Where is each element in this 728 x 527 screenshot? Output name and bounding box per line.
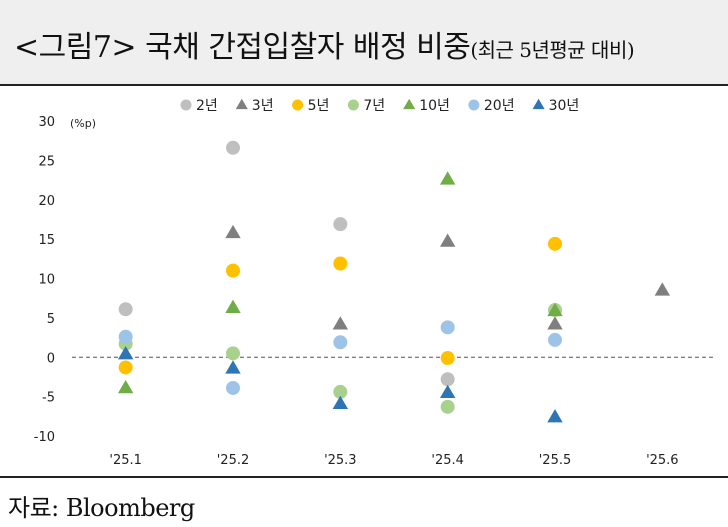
y-tick-label: 10 [38,273,55,288]
point-20년-25-3 [333,335,348,350]
point-5년-25-1 [118,360,133,375]
legend-label-2년: 2년 [196,98,218,114]
legend-marker-10년 [403,98,416,110]
legend-item-7년: 7년 [347,98,385,114]
point-7년-25-3 [333,384,348,399]
point-10년-25-4 [439,171,456,185]
point-5년-25-2 [226,263,240,278]
legend-label-30년: 30년 [549,98,580,114]
y-tick-label: -5 [42,391,55,406]
chart-title: <그림7> 국채 간접입찰자 배정 비중(최근 5년평균 대비) [14,22,635,66]
source-text: 자료: Bloomberg [8,494,195,522]
series-30년 [117,346,563,423]
legend-item-20년: 20년 [468,98,515,114]
point-10년-25-1 [117,379,134,394]
y-tick-label: 5 [47,312,55,327]
point-5년-25-3 [333,256,348,271]
source-footer: 자료: Bloomberg [0,476,728,527]
legend-item-5년: 5년 [292,98,329,114]
series-10년 [117,171,563,394]
legend: 2년 3년 5년 7년 10년 20년 30년 [180,98,580,114]
legend-label-10년: 10년 [419,98,450,114]
scatter-chart: 2년 3년 5년 7년 10년 20년 30년 (%p) 30 25 20 15 10 5 0 -5 -10… [34,98,716,468]
point-30년-25-2 [225,360,241,374]
y-axis-unit-label: (%p) [70,117,96,130]
x-tick-label: '25.2 [217,453,250,468]
point-5년-25-4 [440,351,455,366]
series-5년 [118,236,562,375]
y-tick-label: 25 [38,154,55,169]
x-tick-label: '25.4 [431,453,464,468]
point-2년-25-1 [118,302,133,317]
point-20년-25-5 [548,332,562,347]
y-tick-label: 30 [38,115,55,130]
point-2년-25-4 [440,372,455,387]
point-7년-25-4 [440,399,455,414]
chart-title-main: <그림7> 국채 간접입찰자 배정 비중 [14,30,471,65]
point-2년-25-2 [226,140,240,155]
point-7년-25-2 [226,346,240,361]
legend-item-3년: 3년 [235,98,274,114]
title-bar: <그림7> 국채 간접입찰자 배정 비중(최근 5년평균 대비) [0,0,728,86]
y-axis-ticks: 30 25 20 15 10 5 0 -5 -10 [34,115,55,445]
legend-marker-30년 [532,98,545,110]
legend-marker-7년 [347,99,359,111]
point-5년-25-5 [548,236,562,251]
y-tick-label: 0 [47,351,55,366]
chart-title-sub: (최근 5년평균 대비) [470,38,635,62]
legend-marker-20년 [468,99,480,111]
point-3년-25-3 [332,316,349,330]
legend-label-20년: 20년 [484,98,515,114]
x-axis-ticks: '25.1 '25.2 '25.3 '25.4 '25.5 '25.6 [109,453,678,468]
legend-marker-2년 [180,99,192,111]
x-tick-label: '25.3 [324,453,357,468]
point-3년-25-4 [439,233,456,247]
legend-item-2년: 2년 [180,98,218,114]
point-30년-25-4 [439,384,456,399]
y-tick-label: 15 [38,233,55,248]
point-30년-25-5 [547,409,563,423]
y-tick-label: 20 [38,194,55,209]
point-20년-25-1 [118,329,133,344]
point-3년-25-6 [654,282,671,296]
data-points [117,140,671,423]
point-2년-25-3 [333,217,348,232]
legend-marker-5년 [292,99,304,111]
series-3년 [225,224,671,330]
point-3년-25-2 [225,224,241,239]
point-3년-25-5 [547,316,563,330]
x-tick-label: '25.5 [539,453,572,468]
y-tick-label: -10 [34,430,55,445]
series-2년 [118,140,455,387]
series-20년 [118,320,562,395]
point-30년-25-3 [332,395,349,410]
legend-label-3년: 3년 [252,98,274,114]
point-10년-25-2 [225,299,241,313]
legend-label-5년: 5년 [308,98,330,114]
x-tick-label: '25.6 [646,453,679,468]
legend-marker-3년 [235,98,248,110]
legend-item-10년: 10년 [403,98,450,114]
legend-label-7년: 7년 [363,98,385,114]
x-tick-label: '25.1 [109,453,142,468]
point-20년-25-4 [440,320,455,335]
point-20년-25-2 [226,380,240,395]
point-30년-25-1 [117,346,134,360]
legend-item-30년: 30년 [532,98,580,114]
point-10년-25-5 [547,302,563,317]
